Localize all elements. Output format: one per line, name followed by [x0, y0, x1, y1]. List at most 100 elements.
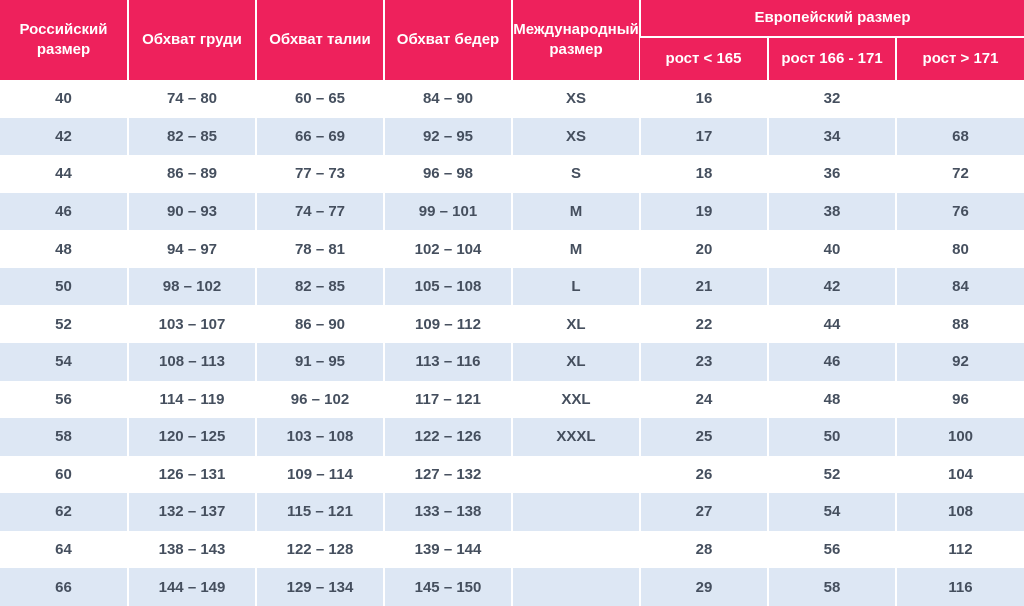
column-group-european-size: Европейский размер — [639, 0, 1024, 38]
column-header-international-size: Международный размер — [511, 0, 640, 80]
table-cell: 32 — [767, 80, 896, 118]
table-cell: 144 – 149 — [127, 568, 256, 606]
table-cell: S — [511, 155, 640, 193]
table-cell — [895, 80, 1024, 118]
table-cell: 50 — [0, 267, 128, 306]
table-cell: 92 — [895, 342, 1024, 381]
column-header-height-under-165: рост < 165 — [640, 37, 768, 80]
table-row: 58 120 – 125 103 – 108 122 – 126 XXXL 25 50 100 — [0, 418, 1024, 456]
table-cell: 77 – 73 — [255, 155, 384, 193]
table-cell: XS — [511, 80, 640, 118]
table-cell: 133 – 138 — [383, 493, 512, 531]
table-cell: 62 — [0, 493, 128, 531]
table-cell — [511, 530, 640, 569]
table-header: Российский размер Обхват груди Обхват та… — [0, 0, 1024, 80]
table-row: 66 144 – 149 129 – 134 145 – 150 29 58 116 — [0, 568, 1024, 606]
table-cell: 113 – 116 — [383, 342, 512, 381]
table-row: 56 114 – 119 96 – 102 117 – 121 XXL 24 48 96 — [0, 380, 1024, 419]
table-cell: XL — [511, 305, 640, 343]
table-cell: 132 – 137 — [127, 493, 256, 531]
table-cell: 105 – 108 — [383, 267, 512, 306]
table-cell: XL — [511, 342, 640, 381]
table-cell: 122 – 128 — [255, 530, 384, 569]
table-cell: 109 – 112 — [383, 305, 512, 343]
header-group-row: Российский размер Обхват груди Обхват та… — [0, 0, 1024, 80]
column-header-waist: Обхват талии — [255, 0, 384, 80]
table-cell: 108 — [895, 493, 1024, 531]
table-cell: 74 – 80 — [127, 80, 256, 118]
table-cell: 114 – 119 — [127, 380, 256, 419]
table-body: 40 74 – 80 60 – 65 84 – 90 XS 16 32 42 82 – 85 66… — [0, 80, 1024, 606]
column-header-height-166-171: рост 166 - 171 — [767, 37, 896, 80]
table-cell: 115 – 121 — [255, 493, 384, 531]
table-cell: 24 — [639, 380, 768, 419]
table-cell: M — [511, 230, 640, 268]
table-cell: 46 — [767, 342, 896, 381]
table-cell: 120 – 125 — [127, 418, 256, 456]
table-cell: 40 — [767, 230, 896, 268]
table-cell: 103 – 108 — [255, 418, 384, 456]
table-cell: 44 — [767, 305, 896, 343]
table-row: 46 90 – 93 74 – 77 99 – 101 M 19 38 76 — [0, 192, 1024, 231]
table-cell: 86 – 89 — [127, 155, 256, 193]
table-cell: 66 – 69 — [255, 117, 384, 156]
table-row: 42 82 – 85 66 – 69 92 – 95 XS 17 34 68 — [0, 117, 1024, 156]
table-row: 50 98 – 102 82 – 85 105 – 108 L 21 42 84 — [0, 267, 1024, 306]
table-cell: 88 — [895, 305, 1024, 343]
column-header-height-over-171: рост > 171 — [895, 37, 1024, 80]
table-cell: 36 — [767, 155, 896, 193]
table-cell: 82 – 85 — [127, 117, 256, 156]
table-cell: 90 – 93 — [127, 192, 256, 231]
table-row: 52 103 – 107 86 – 90 109 – 112 XL 22 44 88 — [0, 305, 1024, 343]
table-row: 48 94 – 97 78 – 81 102 – 104 M 20 40 80 — [0, 230, 1024, 268]
table-cell: 66 — [0, 568, 128, 606]
table-cell: 126 – 131 — [127, 455, 256, 494]
table-cell: XS — [511, 117, 640, 156]
table-cell: 91 – 95 — [255, 342, 384, 381]
table-cell: 72 — [895, 155, 1024, 193]
table-cell: 38 — [767, 192, 896, 231]
table-cell: 86 – 90 — [255, 305, 384, 343]
table-cell: 122 – 126 — [383, 418, 512, 456]
table-cell: 100 — [895, 418, 1024, 456]
table-cell: 145 – 150 — [383, 568, 512, 606]
table-row: 64 138 – 143 122 – 128 139 – 144 28 56 112 — [0, 530, 1024, 569]
table-cell: 109 – 114 — [255, 455, 384, 494]
table-cell: 56 — [767, 530, 896, 569]
table-cell: 56 — [0, 380, 128, 419]
table-cell: 68 — [895, 117, 1024, 156]
table-row: 54 108 – 113 91 – 95 113 – 116 XL 23 46 92 — [0, 342, 1024, 381]
table-cell: 98 – 102 — [127, 267, 256, 306]
table-cell: 96 – 98 — [383, 155, 512, 193]
table-cell: 64 — [0, 530, 128, 569]
table-cell: 96 — [895, 380, 1024, 419]
table-cell: 52 — [0, 305, 128, 343]
column-header-hips: Обхват бедер — [383, 0, 512, 80]
table-cell: 23 — [639, 342, 768, 381]
table-cell: 48 — [0, 230, 128, 268]
table-row: 62 132 – 137 115 – 121 133 – 138 27 54 108 — [0, 493, 1024, 531]
column-header-chest: Обхват груди — [127, 0, 256, 80]
table-cell: 117 – 121 — [383, 380, 512, 419]
table-cell: 50 — [767, 418, 896, 456]
table-cell: XXL — [511, 380, 640, 419]
table-cell: 40 — [0, 80, 128, 118]
table-cell: 92 – 95 — [383, 117, 512, 156]
table-cell: 18 — [639, 155, 768, 193]
table-cell: 58 — [0, 418, 128, 456]
table-cell — [511, 568, 640, 606]
table-cell: 112 — [895, 530, 1024, 569]
table-cell: 139 – 144 — [383, 530, 512, 569]
table-cell: 16 — [639, 80, 768, 118]
table-cell: 84 – 90 — [383, 80, 512, 118]
table-cell: 46 — [0, 192, 128, 231]
table-cell: 104 — [895, 455, 1024, 494]
table-cell: L — [511, 267, 640, 306]
table-cell: 84 — [895, 267, 1024, 306]
table-cell: 74 – 77 — [255, 192, 384, 231]
table-cell: 54 — [767, 493, 896, 531]
table-cell: 102 – 104 — [383, 230, 512, 268]
table-cell: 138 – 143 — [127, 530, 256, 569]
table-cell — [511, 455, 640, 494]
